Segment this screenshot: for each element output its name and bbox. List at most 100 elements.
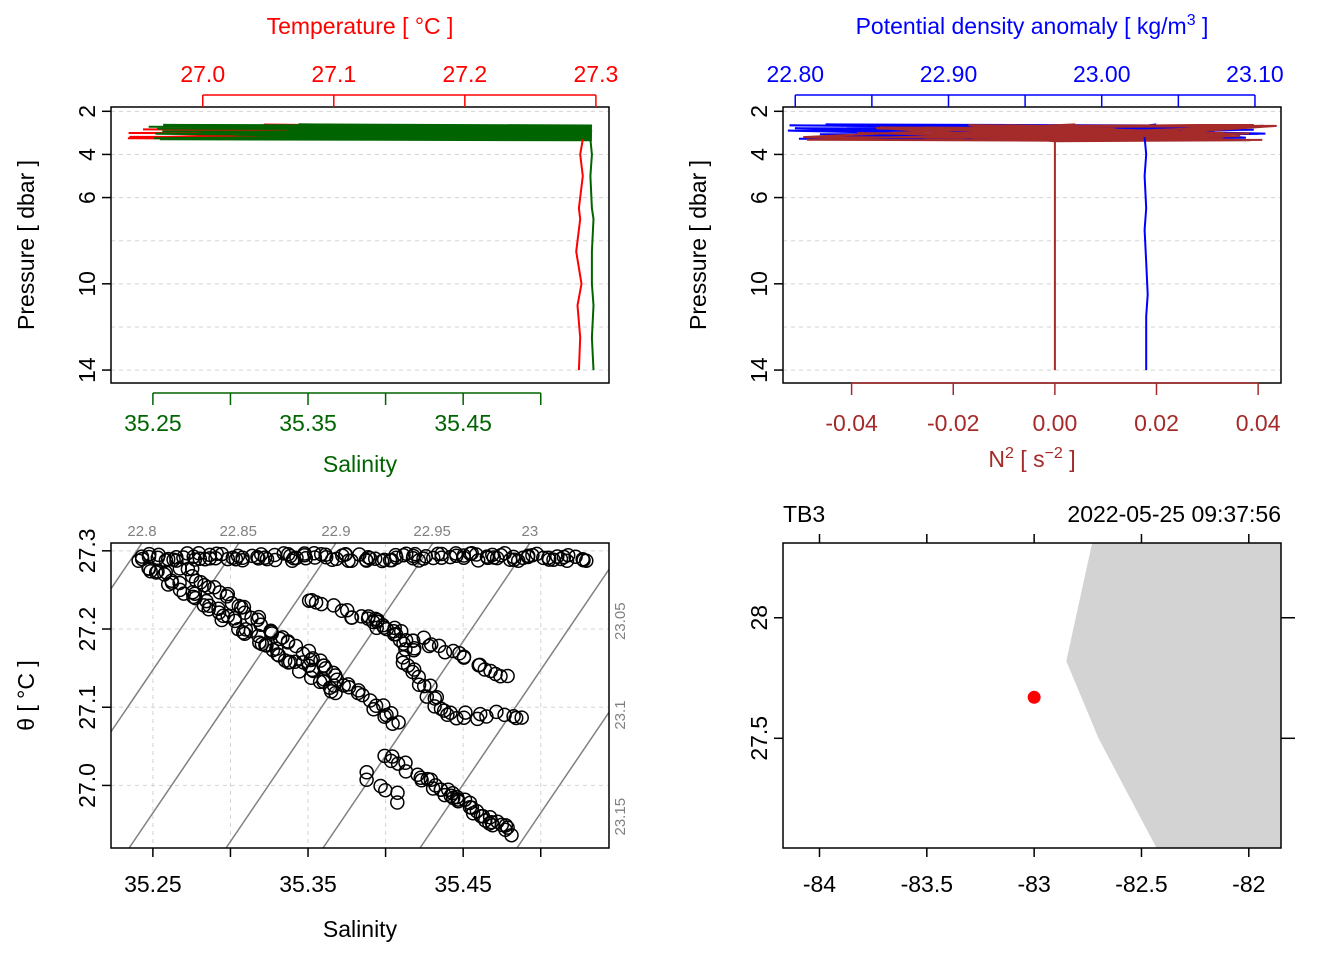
data-point — [406, 642, 422, 658]
isopycnal-label-right: 23.05 — [612, 602, 629, 640]
isopycnal-lines — [111, 543, 609, 848]
data-point — [383, 705, 399, 721]
bottom-tick-label: 0.02 — [1134, 410, 1179, 436]
isopycnal-label-top: 22.8 — [127, 523, 156, 540]
plot-frame — [110, 106, 610, 384]
data-point — [390, 785, 405, 801]
bottom-tick-label: 0.04 — [1236, 410, 1281, 436]
data-point — [281, 655, 296, 670]
y-axis-label: Pressure [ dbar ] — [685, 160, 711, 330]
y-tick-label: 10 — [746, 271, 772, 297]
data-point — [257, 550, 273, 565]
bottom-tick-label: 35.25 — [124, 410, 182, 436]
data-point — [235, 625, 251, 640]
isopycnal-label-top: 22.95 — [413, 523, 451, 540]
data-point — [301, 643, 317, 659]
data-point — [367, 551, 383, 566]
data-point — [406, 662, 422, 677]
data-point — [228, 551, 244, 567]
x-tick-label: -83.5 — [901, 871, 953, 897]
y-tick-label: 6 — [746, 191, 772, 204]
y-tick-label: 27.5 — [746, 716, 772, 761]
bottom-tick-label: -0.04 — [825, 410, 878, 436]
data-point — [411, 677, 427, 693]
data-point — [390, 795, 405, 810]
data-point — [326, 665, 341, 681]
data-point — [259, 551, 275, 567]
panel-temperature-salinity-profile: 2 4 6 10 14 Pressure [ dbar ] 27.0 27.1 27.2 27.3… — [13, 13, 618, 477]
panel-station-map: -84 -83.5 -83 -82.5 -82 27.5 28 TB3 2022-05-25 0… — [746, 501, 1295, 897]
data-point — [280, 635, 296, 650]
data-point — [359, 765, 374, 780]
data-point — [151, 547, 166, 563]
data-point — [458, 705, 473, 720]
y-tick-label: 27.2 — [74, 607, 100, 652]
data-point — [440, 707, 455, 723]
n2-surface-noise — [803, 123, 1277, 143]
data-point — [436, 703, 452, 718]
top-tick-label: 22.90 — [920, 61, 978, 87]
data-point — [398, 632, 414, 648]
y-tick-label: 2 — [74, 105, 100, 118]
data-point — [324, 552, 340, 568]
station-time: 2022-05-25 09:37:56 — [1067, 501, 1281, 527]
data-point — [414, 773, 429, 788]
data-point — [207, 579, 222, 595]
data-point — [344, 610, 360, 625]
data-point — [212, 585, 227, 600]
data-point — [148, 565, 164, 580]
data-point — [472, 706, 488, 722]
data-point — [298, 550, 314, 566]
data-point — [201, 602, 216, 617]
data-point — [227, 613, 243, 629]
data-point — [514, 710, 529, 725]
data-point — [434, 546, 449, 562]
data-point — [354, 609, 369, 624]
data-point — [450, 794, 466, 809]
isopycnal-line — [128, 543, 337, 848]
isopycnal-line — [322, 543, 531, 848]
top-tick-label: 23.00 — [1073, 61, 1131, 87]
bottom-tick-label: -0.02 — [927, 410, 979, 436]
y-tick-label: 10 — [74, 271, 100, 297]
data-point — [387, 620, 402, 636]
data-point — [423, 637, 439, 652]
data-point — [536, 550, 551, 566]
series-line-salinity — [589, 139, 595, 371]
data-point — [220, 608, 235, 624]
data-point — [235, 550, 250, 566]
x-tick-label: 35.45 — [434, 871, 492, 897]
station-marker — [1027, 690, 1041, 704]
data-point — [318, 661, 333, 676]
data-point — [498, 822, 513, 838]
data-point — [374, 553, 390, 569]
data-point — [150, 564, 165, 579]
data-point — [252, 635, 267, 650]
data-point — [143, 563, 158, 579]
data-point — [490, 814, 505, 829]
top-tick-label: 27.0 — [180, 61, 225, 87]
data-point — [427, 699, 442, 714]
data-point — [289, 550, 304, 566]
data-point — [379, 621, 395, 637]
data-point — [560, 547, 576, 563]
data-point — [188, 590, 203, 606]
data-point — [426, 550, 441, 566]
data-point — [326, 598, 341, 613]
data-point — [472, 657, 488, 673]
panel-density-n2-profile: 2 4 6 10 14 Pressure [ dbar ] 22.80 22.90 23.00 2… — [685, 12, 1284, 472]
data-point — [250, 549, 265, 565]
top-tick-label: 22.80 — [766, 61, 824, 87]
data-point — [456, 650, 472, 665]
data-point — [498, 818, 514, 833]
data-point — [244, 610, 259, 626]
data-point — [416, 551, 431, 566]
data-point — [470, 711, 485, 727]
data-point — [484, 814, 499, 830]
isopycnal-line — [419, 567, 609, 848]
x-tick-label: -83 — [1018, 871, 1051, 897]
y-tick-label: 28 — [746, 605, 772, 631]
plot-frame — [110, 542, 610, 849]
data-point — [316, 658, 331, 673]
data-point — [473, 808, 489, 824]
